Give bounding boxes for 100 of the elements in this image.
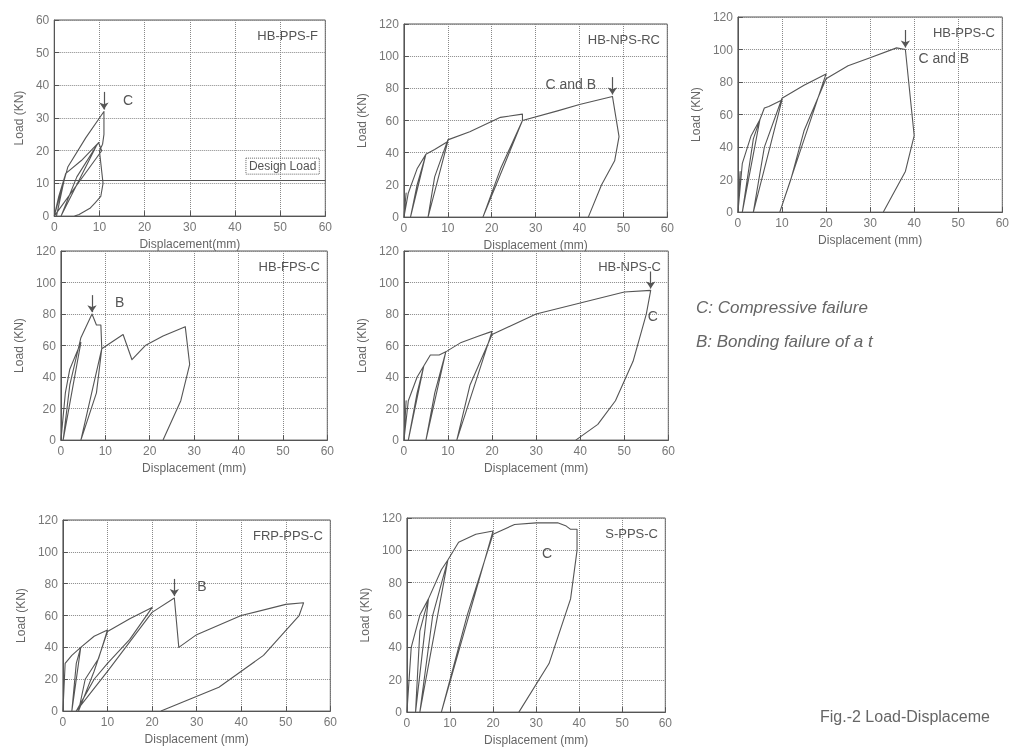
y-tick-label: 40 [42,370,57,385]
y-tick-label: 40 [385,370,400,385]
x-tick-label: 50 [276,444,290,459]
y-tick-label: 100 [35,275,57,290]
x-tick-label: 20 [143,444,157,459]
ref-line-label: Design Load [248,159,317,174]
x-axis-title: Displacement (mm) [484,733,589,747]
x-tick-label: 60 [661,444,676,459]
y-tick-label: 100 [712,42,734,57]
y-tick-label: 100 [381,543,403,558]
x-tick-label: 30 [529,444,544,459]
y-tick-label: 80 [385,307,400,322]
text: C: Compressive failure [696,298,868,318]
annotation: C and B [545,76,597,93]
x-tick-label: 10 [98,444,113,459]
y-tick-label: 120 [378,17,400,31]
x-tick-label: 60 [658,716,673,731]
y-tick-label: 60 [385,338,400,353]
text: HB-NPS-C [598,259,662,274]
y-tick-label: 120 [35,244,57,258]
y-tick-label: 0 [51,704,59,719]
x-tick-label: 40 [228,220,242,235]
annotation: C [647,308,658,325]
x-tick-label: 60 [995,216,1010,231]
x-tick-label: 10 [441,444,455,459]
y-tick-label: 0 [726,205,734,220]
y-tick-label: 80 [385,81,400,96]
y-tick-label: 20 [385,177,400,192]
x-tick-label: 30 [187,444,202,459]
y-tick-label: 40 [35,78,50,93]
y-tick-label: 60 [388,608,403,623]
text: S-PPS-C [605,526,658,541]
text: HB-NPS-RC [587,32,661,47]
y-axis-title: Load (KN) [355,318,369,373]
y-tick-label: 50 [35,45,50,60]
y-tick-label: 20 [388,672,403,687]
x-axis-title: Displacement (mm) [144,732,249,746]
x-tick-label: 40 [907,216,922,231]
y-tick-label: 80 [719,75,734,90]
text: FRP-PPS-C [252,528,323,543]
y-tick-label: 60 [385,113,400,128]
x-tick-label: 10 [775,216,789,231]
y-axis-title: Load (KN) [355,93,369,148]
x-tick-label: 30 [528,221,543,236]
x-tick-label: 30 [183,220,197,235]
annotation: C and B [918,49,969,66]
text: B: Bonding failure of a t [696,332,873,352]
x-tick-label: 50 [279,715,293,730]
x-tick-label: 10 [92,220,107,235]
y-tick-label: 20 [719,172,734,187]
x-tick-label: 20 [485,221,499,236]
annotation: B [115,294,125,311]
text: HB-PPS-F [257,28,319,43]
x-tick-label: 50 [617,444,632,459]
y-tick-label: 0 [49,433,57,448]
y-tick-label: 80 [388,575,403,590]
x-tick-label: 50 [273,220,288,235]
x-axis-title: Displacement (mm) [818,233,923,247]
y-tick-label: 60 [719,107,734,122]
x-tick-label: 10 [441,221,455,236]
y-axis-title: Load (KN) [358,587,372,643]
x-tick-label: 20 [137,220,152,235]
y-tick-label: 60 [35,13,50,27]
x-tick-label: 10 [100,715,115,730]
y-axis-title: Load (KN) [12,318,26,373]
text: HB-PPS-C [932,25,996,40]
annotation: C [542,545,553,562]
y-tick-label: 10 [35,176,50,191]
annotation: B [197,578,207,595]
y-tick-label: 120 [381,511,403,525]
y-tick-label: 100 [37,544,59,559]
text: HB-FPS-C [258,259,320,274]
y-tick-label: 100 [378,49,400,64]
x-tick-label: 10 [443,716,457,731]
y-tick-label: 20 [35,143,50,158]
y-axis-title: Load (KN) [14,588,28,643]
y-axis-title: Load (KN) [12,90,26,146]
y-tick-label: 0 [395,705,403,720]
x-axis-title: Displacement (mm) [483,238,588,252]
x-tick-label: 50 [616,221,631,236]
x-tick-label: 30 [863,216,878,231]
y-tick-label: 40 [44,640,59,655]
x-tick-label: 20 [819,216,834,231]
y-tick-label: 20 [44,672,59,687]
x-tick-label: 40 [572,716,587,731]
y-tick-label: 30 [35,111,50,126]
y-tick-label: 120 [378,244,400,258]
y-tick-label: 60 [42,338,57,353]
x-tick-label: 40 [234,715,249,730]
y-tick-label: 0 [392,433,400,448]
x-tick-label: 60 [660,221,675,236]
y-tick-label: 80 [44,576,59,591]
x-tick-label: 20 [145,715,160,730]
x-axis-title: Displacement (mm) [142,461,247,475]
x-tick-label: 60 [318,220,333,235]
y-tick-label: 100 [378,275,400,290]
x-tick-label: 40 [572,221,587,236]
x-tick-label: 50 [951,216,966,231]
x-axis-title: Displacement(mm) [139,237,241,251]
x-tick-label: 30 [189,715,204,730]
